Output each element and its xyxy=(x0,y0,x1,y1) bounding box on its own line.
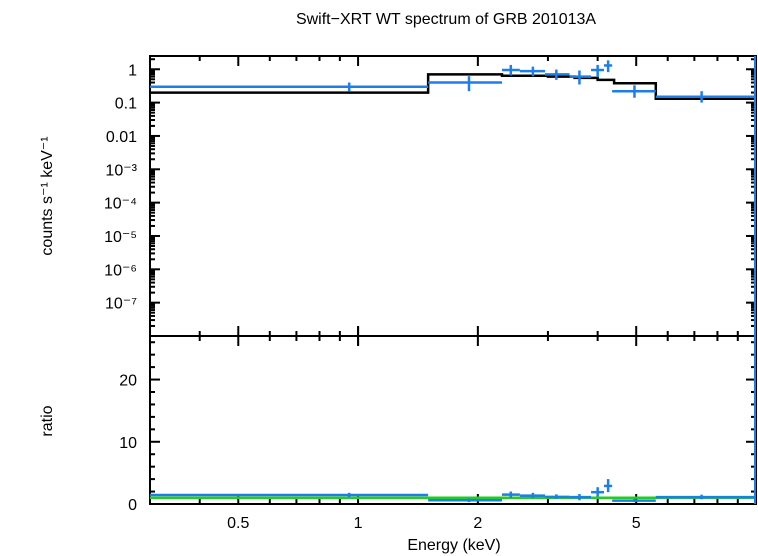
ratio-data-point xyxy=(502,491,520,498)
y-tick-label: 0.1 xyxy=(115,96,137,113)
spectrum-y-axis-label: counts s⁻¹ keV⁻¹ xyxy=(39,136,56,255)
ratio-data-point xyxy=(545,494,570,500)
spectrum-data-point xyxy=(591,64,605,78)
spectrum-panel: 1 0.1 0.01 10⁻³ 10⁻⁴ 10⁻⁵ 10⁻⁶ 10⁻⁷ xyxy=(104,55,757,504)
spectrum-data-point xyxy=(519,66,546,77)
y-tick-label: 10⁻³ xyxy=(105,162,137,179)
spectrum-data-point xyxy=(545,69,570,80)
ratio-data-point xyxy=(655,494,756,500)
y-tick-label: 0 xyxy=(128,497,137,514)
ratio-data-point xyxy=(519,492,546,499)
ratio-y-axis-label: ratio xyxy=(39,405,56,436)
x-tick-label: 1 xyxy=(354,515,363,532)
spectrum-data-point xyxy=(612,85,656,98)
y-tick-label: 20 xyxy=(119,373,137,390)
ratio-data-point xyxy=(591,487,605,497)
ratio-panel: 0.5 1 2 5 0 10 20 xyxy=(119,56,757,532)
spectrum-data-point xyxy=(655,91,756,103)
x-axis-label: Energy (keV) xyxy=(407,537,500,554)
spectrum-data-point xyxy=(502,64,520,76)
spectrum-data-point xyxy=(604,60,613,73)
y-tick-label: 10 xyxy=(119,435,137,452)
x-tick-label: 2 xyxy=(473,515,482,532)
y-tick-label: 10⁻⁷ xyxy=(105,296,137,313)
y-tick-label: 10⁻⁴ xyxy=(104,196,137,213)
spectrum-data-point xyxy=(428,76,503,92)
ratio-frame xyxy=(149,335,757,505)
x-tick-label: 5 xyxy=(632,515,641,532)
ratio-data-point xyxy=(604,479,613,493)
chart-title: Swift−XRT WT spectrum of GRB 201013A xyxy=(296,11,596,28)
ratio-data-point xyxy=(150,492,429,498)
ratio-data-point xyxy=(612,498,656,503)
ratio-data-point xyxy=(428,498,503,503)
y-tick-label: 10⁻⁵ xyxy=(104,229,137,246)
ratio-data-point xyxy=(569,494,592,501)
y-tick-label: 10⁻⁶ xyxy=(104,262,137,279)
x-tick-label: 0.5 xyxy=(227,515,249,532)
y-tick-label: 0.01 xyxy=(106,129,137,146)
y-tick-label: 1 xyxy=(128,62,137,79)
spectrum-data-point xyxy=(569,70,592,85)
spectrum-data-point xyxy=(150,82,429,92)
